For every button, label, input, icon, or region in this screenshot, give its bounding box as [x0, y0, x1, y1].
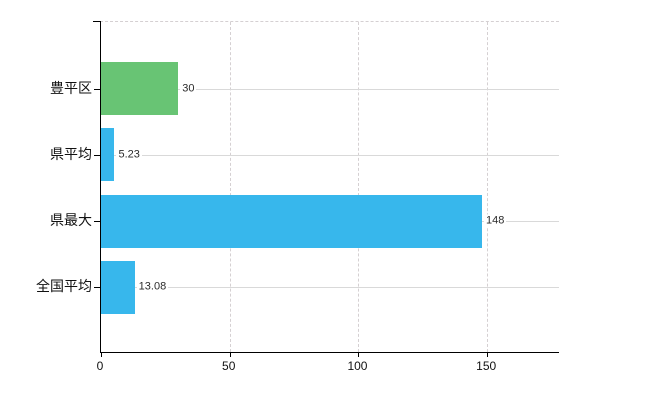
bar-県平均 [101, 128, 115, 182]
x-axis-tick [358, 352, 360, 357]
y-axis-tick [94, 221, 101, 223]
bar-県最大 [101, 194, 483, 248]
x-axis-labels: 0 50 100 150 [96, 359, 559, 379]
y-axis-top-tick [93, 21, 101, 22]
bar-value-label: 148 [484, 214, 507, 228]
bar-value-label: 30 [180, 82, 197, 95]
y-axis-labels: 豊平区県平均県最大全国平均 [0, 21, 94, 353]
vertical-gridline [487, 22, 489, 352]
bar-全国平均 [101, 260, 135, 314]
category-label: 豊平区 [50, 79, 92, 96]
plot-area: 30 5.23 148 13.08 [93, 21, 559, 357]
row-leader-line [101, 287, 559, 289]
y-axis-tick [94, 154, 101, 156]
vertical-gridline [229, 22, 231, 352]
y-axis-tick [94, 88, 101, 90]
row-leader-line [101, 154, 559, 156]
vertical-gridline [358, 22, 360, 352]
bar-value-label: 5.23 [116, 148, 142, 162]
category-label: 県平均 [50, 145, 92, 162]
x-axis-tick [487, 352, 489, 357]
x-axis-tick-label: 100 [347, 359, 368, 373]
category-label: 県最大 [50, 212, 92, 229]
x-axis-tick-label: 50 [222, 359, 236, 373]
x-axis-tick-label: 0 [96, 359, 104, 373]
y-axis-tick [94, 287, 101, 289]
x-axis-tick [229, 352, 231, 357]
x-axis-tick-label: 150 [476, 359, 497, 373]
bar-value-label: 13.08 [136, 280, 169, 294]
bar-豊平区 [101, 62, 179, 115]
category-label: 全国平均 [36, 278, 92, 295]
x-axis-tick [101, 352, 102, 357]
row-leader-line [101, 88, 559, 90]
